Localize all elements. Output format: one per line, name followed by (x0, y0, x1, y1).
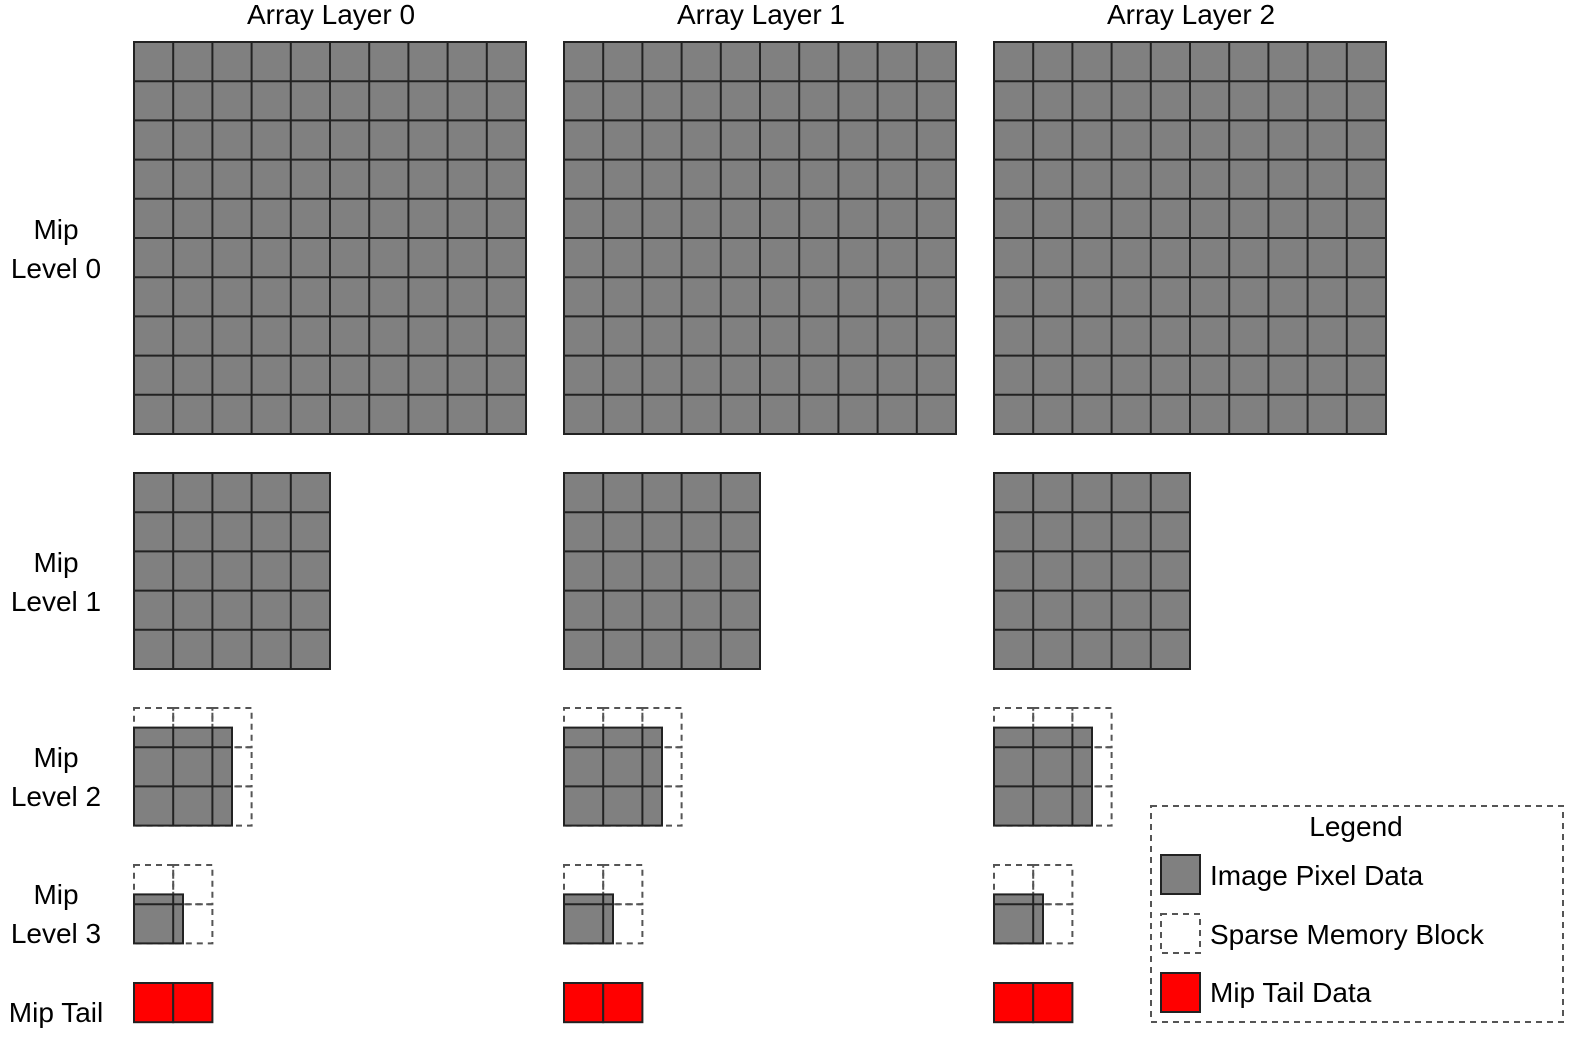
legend-label-mip-tail-data: Mip Tail Data (1210, 977, 1372, 1008)
image-pixel-region (563, 726, 663, 827)
sparse-memory-block (602, 864, 644, 906)
row-label-mip-1-line-1: Mip (33, 547, 78, 578)
sparse-memory-block (1032, 864, 1074, 906)
column-header-2: Array Layer 2 (1107, 0, 1275, 30)
column-header-0: Array Layer 0 (247, 0, 415, 30)
row-label-mip-tail: Mip Tail (9, 997, 103, 1028)
legend-label-image-pixel-data: Image Pixel Data (1210, 860, 1424, 891)
image-pixel-region (993, 726, 1093, 827)
image-pixel-region (133, 472, 331, 670)
mip-tail-block (993, 982, 1035, 1024)
legend-label-sparse-memory-block: Sparse Memory Block (1210, 919, 1485, 950)
column-header-1: Array Layer 1 (677, 0, 845, 30)
legend-title: Legend (1309, 811, 1402, 842)
row-label-mip-3-line-1: Mip (33, 879, 78, 910)
mip-tail-block (1032, 982, 1074, 1024)
mip-tail-block (602, 982, 644, 1024)
row-label-mip-2-line-1: Mip (33, 742, 78, 773)
row-label-mip-3-line-2: Level 3 (11, 918, 101, 949)
image-pixel-region (563, 893, 614, 945)
row-label-mip-1-line-2: Level 1 (11, 586, 101, 617)
sparse-memory-block (172, 864, 214, 906)
legend-swatch-sparse-memory-block (1160, 913, 1201, 954)
row-label-mip-2-line-2: Level 2 (11, 781, 101, 812)
mip-tail-block (172, 982, 214, 1024)
legend-frame (1150, 805, 1564, 1023)
cell-layer (133, 41, 1387, 1024)
image-pixel-region (133, 893, 184, 945)
image-pixel-region (993, 472, 1191, 670)
image-pixel-region (563, 472, 761, 670)
row-label-mip-0-line-2: Level 0 (11, 253, 101, 284)
row-label-mip-0-line-1: Mip (33, 214, 78, 245)
image-pixel-region (993, 893, 1044, 945)
image-pixel-region (133, 726, 233, 827)
legend-swatch-image-pixel-data (1160, 854, 1201, 895)
mip-tail-block (563, 982, 605, 1024)
legend-swatch-mip-tail-data (1160, 972, 1201, 1013)
mip-tail-block (133, 982, 175, 1024)
legend: Legend Image Pixel Data Sparse Memory Bl… (1150, 805, 1564, 1023)
